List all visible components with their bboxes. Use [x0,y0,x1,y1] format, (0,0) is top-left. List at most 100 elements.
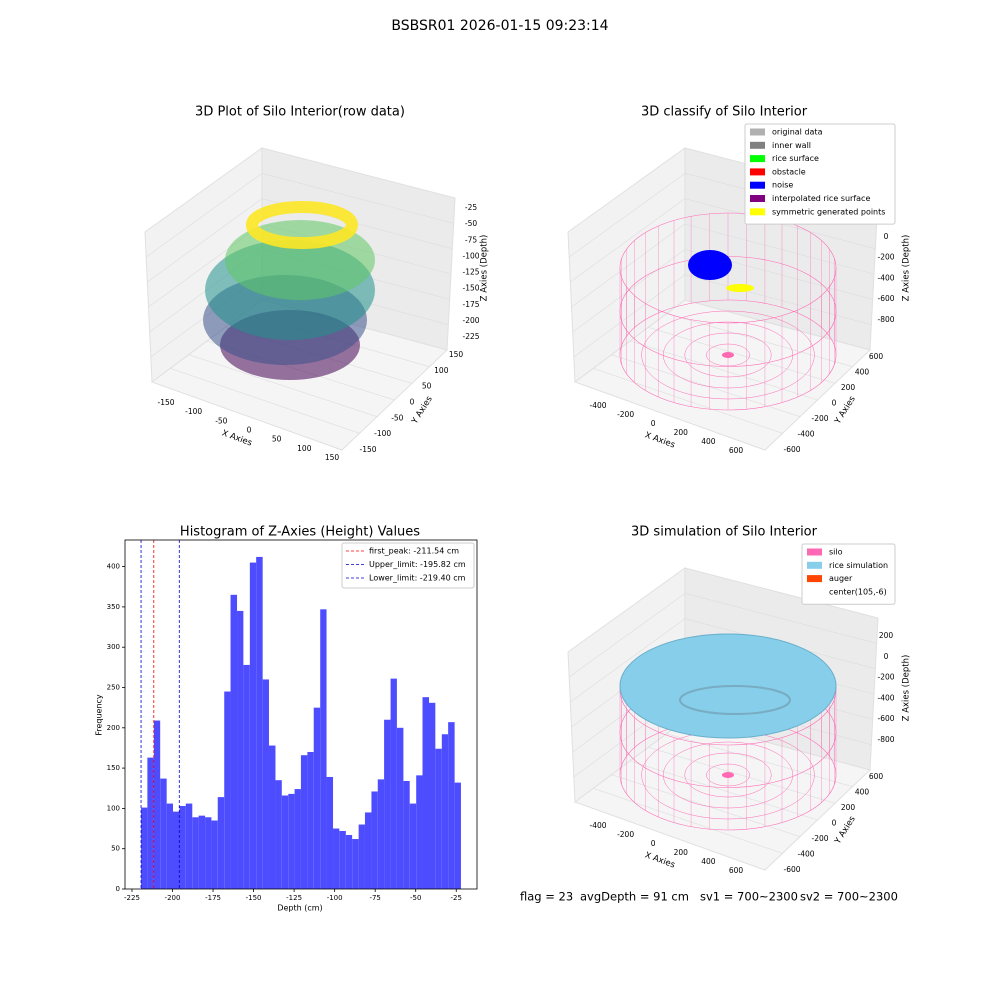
pane-grid [570,618,686,703]
bar [364,812,372,889]
tick-label: -800 [877,735,894,744]
chart-title: Histogram of Z-Axies (Height) Values [180,525,420,540]
bar [307,751,314,889]
tick-label: 0 [247,426,252,435]
legend-label: interpolated rice surface [772,194,870,203]
x-tick-label: -150 [246,894,262,902]
tick-label: -200 [617,410,634,419]
tick-label: -200 [811,414,828,423]
y-tick-label: 250 [107,683,120,691]
y-tick-label: 350 [107,603,120,611]
tick-label: -150 [462,284,479,293]
tick-label: 600 [729,446,744,455]
tick-label: -25 [465,203,477,212]
tick-label: -400 [797,430,814,439]
tick-label: -100 [462,251,479,260]
legend-label: silo [829,548,843,557]
pane-grid [684,274,872,325]
tick-label: 0 [832,399,837,408]
bar [141,807,148,889]
tick-label: 100 [434,366,449,375]
tick-label: -400 [589,401,606,410]
pane-grid [568,173,686,258]
bar [454,782,461,889]
tick-label: 50 [422,382,432,391]
bar [416,775,423,889]
legend-label: first_peak: -211.54 cm [369,547,459,556]
tick-label: 0 [884,652,889,661]
tick-label: 200 [674,428,689,437]
legend-swatch [807,588,822,596]
y-tick-label: 100 [107,804,120,812]
legend-box [801,543,896,605]
bar [300,755,308,889]
plot-frame [124,539,478,890]
tick-label: -600 [877,714,894,723]
bar [448,722,455,889]
rice-shade [679,685,791,715]
legend-swatch [750,181,765,189]
tick-label: -200 [877,673,894,682]
bar [237,610,244,889]
legend-swatch [750,195,765,202]
wire-ring [662,741,794,809]
bar [243,664,250,889]
bar [281,795,289,889]
tick-label: 0 [884,232,889,241]
point-ring [246,201,358,249]
footer-text: sv1 = 700~2300 [700,890,798,904]
bar [185,803,193,889]
bar [294,789,301,889]
bar [192,817,199,889]
bar [147,757,154,889]
legend-swatch [807,575,822,583]
legend-swatch [807,561,822,569]
tick-label: -175 [462,300,479,309]
tick-label: 0 [410,398,415,407]
legend-box [341,542,475,589]
wire-ring [706,343,750,367]
pane-grid [629,760,818,821]
bar [358,824,365,889]
y-tick-label: 0 [116,885,120,893]
legend-swatch [750,128,765,136]
wire-ring [641,310,815,400]
y-tick-label: 400 [107,563,120,571]
tick-label: -50 [465,219,477,228]
bar [288,793,295,889]
bar [339,830,346,889]
bar [275,780,282,889]
x-tick-label: -225 [124,894,140,902]
bar [429,702,436,889]
bar [172,811,180,889]
pane-grid [629,340,818,401]
z-axis-label: Z Axies (Depth) [902,235,912,302]
y-axis-label: Frequency [95,694,104,736]
bar [160,778,167,889]
pane-grid [261,173,454,224]
wire-ring [662,321,794,389]
tick-label: 200 [674,848,689,857]
x-tick-label: -100 [327,894,343,902]
bar [268,745,276,889]
tick-label: 400 [701,857,716,866]
figure-title: BSBSR01 2026-01-15 09:23:14 [391,18,608,34]
tick-label: 50 [272,435,282,444]
tick-label: -400 [877,273,894,282]
tick-label: -400 [797,850,814,859]
tick-label: 400 [701,437,716,446]
footer-text: flag = 23 [520,890,573,904]
tick-label: -600 [783,445,800,454]
bar [396,727,404,889]
tick-label: -800 [877,315,894,324]
bar [179,805,186,889]
pane-grid [573,274,686,358]
bar [217,797,225,889]
bar [352,839,359,889]
tick-label: 0 [651,839,656,848]
tick-label: 400 [855,368,870,377]
tick-label: 600 [869,352,884,361]
legend-label: Lower_limit: -219.40 cm [369,574,466,583]
x-tick-label: -50 [410,894,421,902]
